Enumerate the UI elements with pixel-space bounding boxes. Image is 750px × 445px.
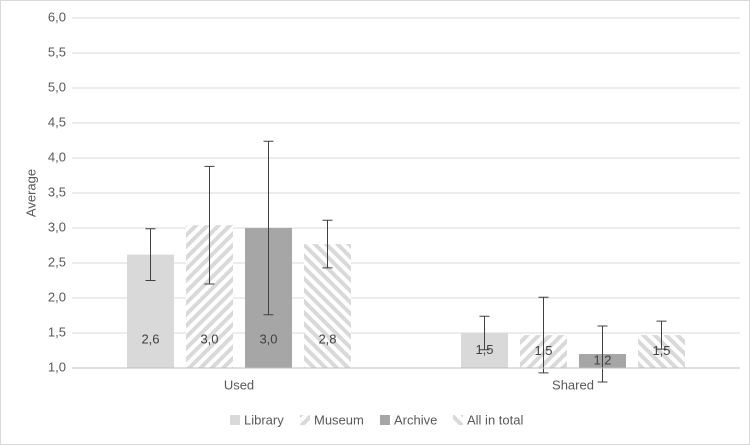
legend-label: All in total — [467, 412, 523, 427]
error-bar — [538, 296, 549, 374]
y-tick-label: 6,0 — [48, 9, 66, 24]
data-label: 3,0 — [259, 331, 277, 346]
error-bar — [479, 315, 490, 351]
data-label: 3,0 — [200, 331, 218, 346]
error-bar — [597, 325, 608, 383]
x-tick-label: Used — [224, 377, 254, 392]
error-bar — [656, 320, 667, 350]
legend-label: Library — [244, 412, 284, 427]
y-tick-label: 3,0 — [48, 219, 66, 234]
legend-label: Archive — [394, 412, 437, 427]
y-tick-label: 4,0 — [48, 149, 66, 164]
data-label: 2,8 — [318, 331, 336, 346]
error-bar — [145, 228, 156, 281]
y-tick-label: 3,5 — [48, 184, 66, 199]
data-label: 1,5 — [652, 343, 670, 358]
y-axis-label: Average — [23, 169, 38, 217]
x-tick-label: Shared — [552, 377, 594, 392]
legend-swatch — [300, 415, 310, 425]
data-label: 1,5 — [475, 342, 493, 357]
y-tick-label: 2,0 — [48, 289, 66, 304]
y-tick-label: 2,5 — [48, 254, 66, 269]
data-label: 2,6 — [141, 331, 159, 346]
y-tick-label: 1,0 — [48, 359, 66, 374]
y-tick-label: 5,0 — [48, 79, 66, 94]
error-bar — [204, 165, 215, 285]
data-label: 1,5 — [534, 343, 552, 358]
y-tick-label: 1,5 — [48, 324, 66, 339]
error-bar — [263, 140, 274, 316]
y-tick-label: 5,5 — [48, 44, 66, 59]
legend-label: Museum — [314, 412, 364, 427]
data-label: 1,2 — [593, 352, 611, 367]
legend-swatch — [380, 415, 390, 425]
error-bar — [322, 219, 333, 269]
y-tick-label: 4,5 — [48, 114, 66, 129]
legend-swatch — [230, 415, 240, 425]
legend-swatch — [453, 415, 463, 425]
